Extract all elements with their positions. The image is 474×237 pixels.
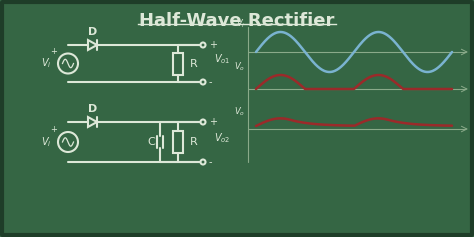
- Text: +: +: [209, 117, 217, 127]
- Text: D: D: [88, 104, 97, 114]
- Text: $V_i$: $V_i$: [236, 18, 245, 30]
- FancyBboxPatch shape: [2, 2, 472, 235]
- Bar: [173, 53, 183, 74]
- Text: C: C: [147, 137, 155, 147]
- Text: +: +: [209, 40, 217, 50]
- Text: D: D: [88, 27, 97, 37]
- Text: -: -: [209, 157, 212, 167]
- Text: R: R: [190, 137, 198, 147]
- Text: +: +: [51, 126, 57, 135]
- Text: $V_o$: $V_o$: [234, 60, 245, 73]
- Text: -: -: [209, 77, 212, 87]
- Bar: [173, 131, 183, 153]
- Text: $V_{o2}$: $V_{o2}$: [214, 131, 230, 145]
- Text: $V_i$: $V_i$: [41, 57, 51, 70]
- Text: $V_i$: $V_i$: [41, 135, 51, 149]
- Text: +: +: [51, 47, 57, 56]
- Text: Half-Wave Rectifier: Half-Wave Rectifier: [139, 12, 335, 30]
- Text: R: R: [190, 59, 198, 68]
- Text: $V_{o1}$: $V_{o1}$: [214, 53, 230, 66]
- Text: $V_o$: $V_o$: [234, 105, 245, 118]
